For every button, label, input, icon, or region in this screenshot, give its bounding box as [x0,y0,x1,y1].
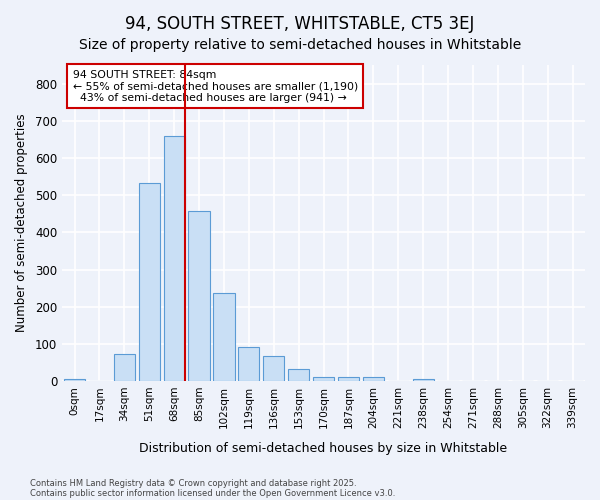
Bar [114,354,135,381]
Bar [413,380,434,381]
Bar [288,369,309,381]
Text: Contains HM Land Registry data © Crown copyright and database right 2025.: Contains HM Land Registry data © Crown c… [30,478,356,488]
Bar [313,376,334,381]
Bar [64,380,85,381]
Text: Contains public sector information licensed under the Open Government Licence v3: Contains public sector information licen… [30,488,395,498]
Text: 94, SOUTH STREET, WHITSTABLE, CT5 3EJ: 94, SOUTH STREET, WHITSTABLE, CT5 3EJ [125,15,475,33]
Bar [164,136,185,381]
Bar [263,356,284,381]
Text: 94 SOUTH STREET: 84sqm
← 55% of semi-detached houses are smaller (1,190)
  43% o: 94 SOUTH STREET: 84sqm ← 55% of semi-det… [73,70,358,103]
Bar [188,211,209,381]
Bar [238,346,259,381]
Bar [363,378,384,381]
Text: Size of property relative to semi-detached houses in Whitstable: Size of property relative to semi-detach… [79,38,521,52]
Bar [214,292,235,381]
X-axis label: Distribution of semi-detached houses by size in Whitstable: Distribution of semi-detached houses by … [139,442,508,455]
Bar [338,376,359,381]
Y-axis label: Number of semi-detached properties: Number of semi-detached properties [15,114,28,332]
Bar [139,183,160,381]
